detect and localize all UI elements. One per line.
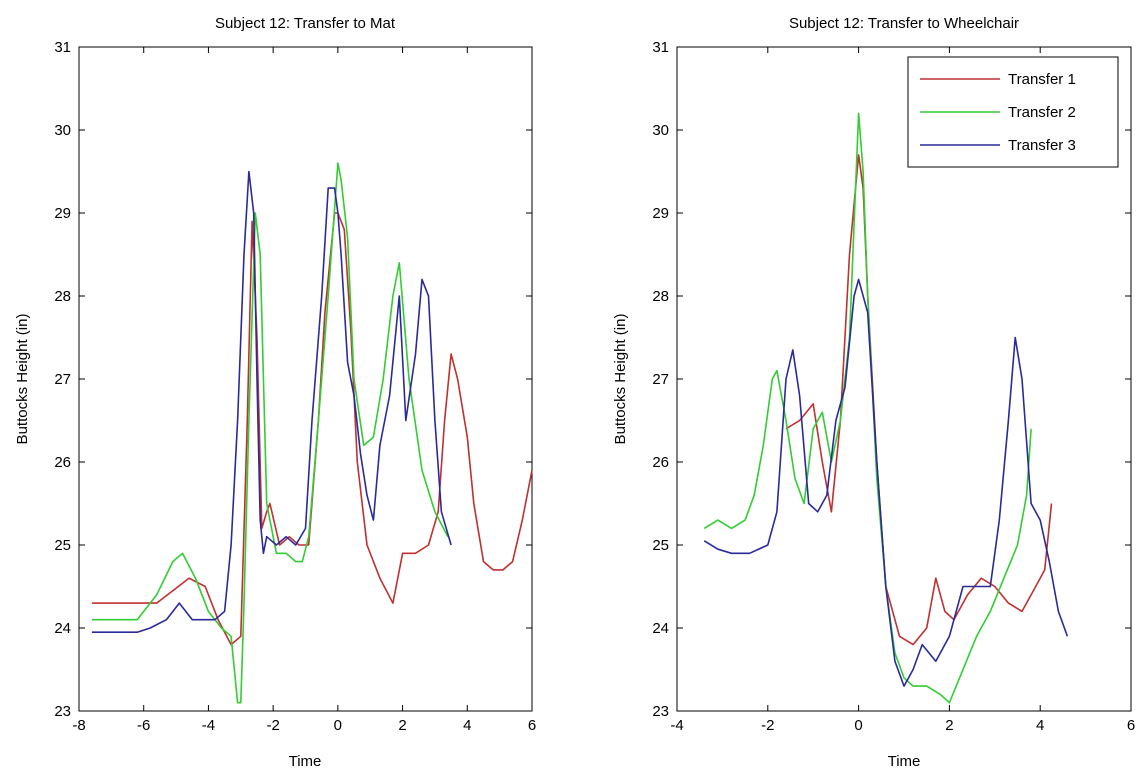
- chart-left: Subject 12: Transfer to Mat Time Buttock…: [14, 15, 536, 770]
- y-tick-label-left: 26: [54, 454, 71, 471]
- x-tick-label-left: -6: [137, 717, 150, 734]
- series-line-right-2: [703, 112, 1032, 704]
- x-tick-label-left: -4: [202, 717, 215, 734]
- y-tick-label-left: 23: [54, 703, 71, 720]
- y-tick-label-right: 26: [652, 454, 669, 471]
- y-tick-label-left: 31: [54, 39, 71, 56]
- series-group-left: [91, 162, 533, 704]
- x-tick-label-right: 4: [1036, 717, 1044, 734]
- y-axis-label-left: Buttocks Height (in): [14, 314, 31, 445]
- x-tick-label-left: 6: [528, 717, 536, 734]
- y-tick-label-left: 25: [54, 537, 71, 554]
- legend: Transfer 1 Transfer 2 Transfer 3: [907, 56, 1119, 168]
- x-tick-label-right: 6: [1127, 717, 1135, 734]
- x-tick-label-left: 0: [334, 717, 342, 734]
- legend-label-1: Transfer 1: [1008, 71, 1076, 88]
- y-tick-label-left: 30: [54, 122, 71, 139]
- chart-right: Subject 12: Transfer to Wheelchair Time …: [612, 15, 1135, 770]
- series-line-left-2: [91, 162, 449, 704]
- chart-title-right: Subject 12: Transfer to Wheelchair: [789, 15, 1019, 32]
- x-tick-label-right: 2: [945, 717, 953, 734]
- y-tick-label-left: 24: [54, 620, 71, 637]
- chart-title-left: Subject 12: Transfer to Mat: [215, 15, 396, 32]
- y-tick-label-right: 31: [652, 39, 669, 56]
- y-tick-label-right: 25: [652, 537, 669, 554]
- x-tick-label-right: 0: [854, 717, 862, 734]
- x-axis-label-right: Time: [888, 753, 921, 770]
- x-tick-label-right: -4: [670, 717, 683, 734]
- x-tick-label-left: 2: [398, 717, 406, 734]
- y-axis-label-right: Buttocks Height (in): [612, 314, 629, 445]
- plot-area-left: [78, 46, 533, 712]
- y-tick-label-right: 30: [652, 122, 669, 139]
- x-ticks-left: -8 -6 -4 -2 0 2 4 6: [72, 47, 536, 734]
- x-tick-label-left: -2: [266, 717, 279, 734]
- series-line-left-3: [91, 170, 452, 634]
- x-tick-label-left: 4: [463, 717, 471, 734]
- y-tick-label-right: 27: [652, 371, 669, 388]
- series-group-right: [703, 112, 1069, 704]
- legend-label-3: Transfer 3: [1008, 137, 1076, 154]
- y-ticks-left: 23 24 25 26 27 28 29 30 31: [54, 39, 532, 720]
- y-tick-label-right: 29: [652, 205, 669, 222]
- y-tick-label-right: 24: [652, 620, 669, 637]
- x-axis-label-left: Time: [289, 753, 322, 770]
- x-ticks-right: -4 -2 0 2 4 6: [670, 47, 1135, 734]
- y-ticks-right: 23 24 25 26 27 28 29 30 31: [652, 39, 1131, 720]
- x-tick-label-right: -2: [761, 717, 774, 734]
- series-line-right-3: [703, 278, 1069, 687]
- legend-label-2: Transfer 2: [1008, 104, 1076, 121]
- y-tick-label-left: 29: [54, 205, 71, 222]
- y-tick-label-left: 28: [54, 288, 71, 305]
- y-tick-label-right: 23: [652, 703, 669, 720]
- y-tick-label-right: 28: [652, 288, 669, 305]
- series-line-right-1: [785, 154, 1053, 646]
- x-tick-label-left: -8: [72, 717, 85, 734]
- y-tick-label-left: 27: [54, 371, 71, 388]
